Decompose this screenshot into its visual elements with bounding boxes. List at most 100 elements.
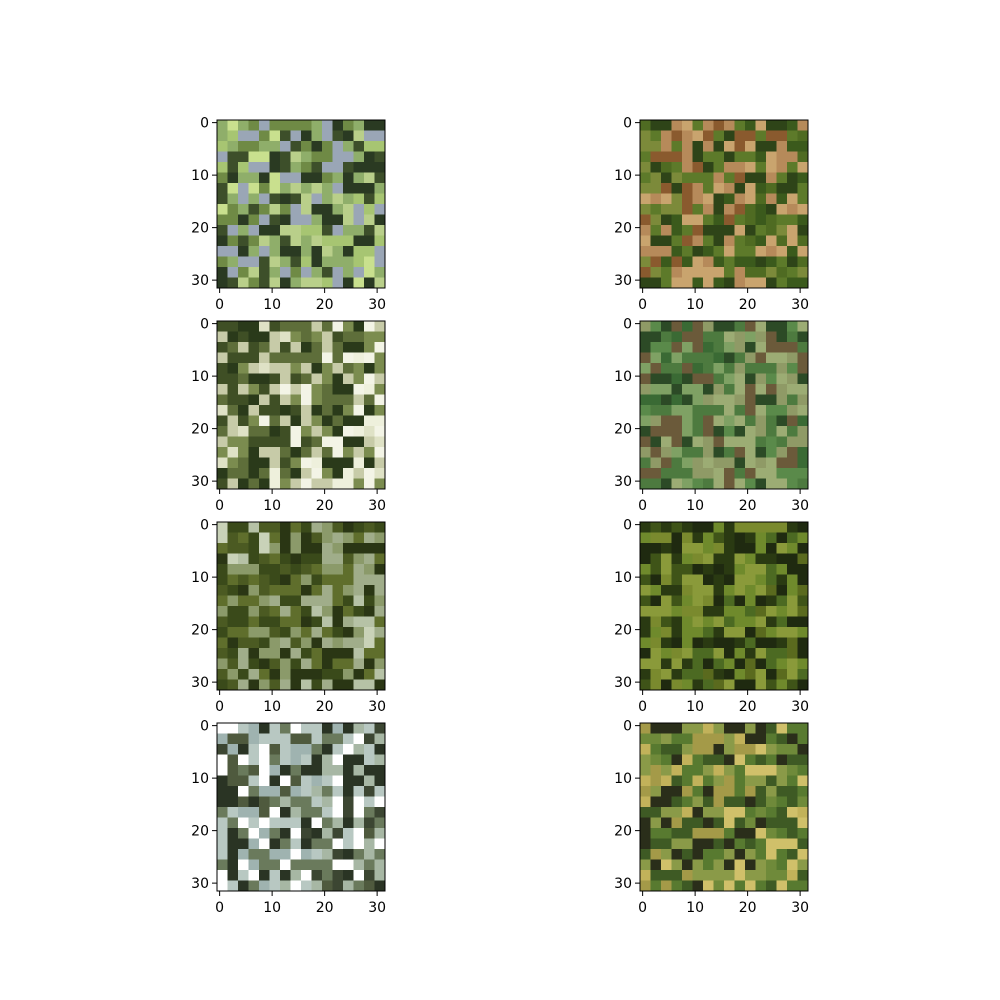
image-pixel-block — [280, 765, 291, 776]
image-pixel-block — [650, 373, 662, 385]
image-pixel-block — [703, 204, 714, 215]
image-pixel-block — [797, 172, 809, 184]
image-pixel-block — [650, 468, 662, 479]
image-pixel-block — [713, 373, 725, 385]
image-pixel-block — [217, 141, 228, 152]
image-pixel-block — [745, 658, 756, 670]
image-pixel-block — [280, 478, 291, 490]
image-pixel-block — [682, 225, 693, 236]
image-pixel-block — [766, 870, 777, 881]
image-pixel-block — [776, 363, 788, 374]
image-pixel-block — [682, 796, 693, 808]
image-pixel-block — [661, 183, 672, 194]
image-pixel-block — [692, 627, 704, 638]
image-pixel-block — [797, 321, 809, 332]
image-pixel-block — [692, 331, 704, 343]
image-pixel-block — [713, 256, 725, 268]
image-pixel-block — [311, 436, 323, 448]
image-pixel-block — [322, 141, 333, 152]
image-pixel-block — [703, 468, 714, 479]
image-pixel-block — [364, 669, 375, 680]
image-pixel-block — [787, 256, 798, 268]
x-tick-label: 10 — [686, 699, 704, 715]
image-pixel-block — [703, 627, 714, 638]
image-pixel-block — [280, 723, 291, 734]
image-pixel-block — [311, 606, 323, 617]
image-pixel-block — [703, 457, 714, 469]
image-pixel-block — [353, 415, 365, 427]
image-pixel-block — [353, 786, 365, 797]
image-pixel-block — [755, 193, 767, 205]
x-tick-label: 10 — [263, 699, 281, 715]
image-pixel-block — [734, 723, 746, 734]
image-pixel-block — [745, 468, 756, 479]
image-pixel-block — [703, 267, 714, 278]
image-pixel-block — [290, 468, 302, 479]
image-pixel-block — [682, 267, 693, 278]
image-pixel-block — [650, 870, 662, 881]
image-pixel-block — [353, 426, 365, 437]
image-pixel-block — [238, 765, 249, 776]
image-pixel-block — [682, 880, 693, 892]
image-pixel-block — [724, 669, 735, 680]
image-pixel-block — [364, 522, 375, 533]
image-pixel-block — [692, 468, 704, 479]
image-pixel-block — [724, 225, 735, 236]
image-pixel-block — [682, 733, 693, 745]
image-pixel-block — [217, 267, 228, 278]
image-pixel-block — [734, 193, 746, 205]
image-pixel-block — [353, 141, 365, 152]
y-tick-label: 10 — [191, 570, 209, 586]
image-pixel-block — [755, 553, 767, 565]
image-pixel-block — [227, 235, 239, 247]
image-pixel-block — [248, 342, 260, 353]
image-pixel-block — [755, 141, 767, 152]
image-pixel-block — [671, 394, 683, 406]
image-pixel-block — [787, 744, 798, 755]
image-pixel-block — [776, 796, 788, 808]
image-pixel-block — [374, 457, 386, 469]
image-pixel-block — [259, 679, 270, 691]
image-pixel-block — [322, 564, 333, 575]
image-pixel-block — [269, 744, 281, 755]
image-pixel-block — [332, 331, 344, 343]
image-pixel-block — [776, 553, 788, 565]
image-pixel-block — [332, 543, 344, 554]
image-pixel-block — [713, 162, 725, 173]
image-pixel-block — [640, 204, 651, 215]
image-pixel-block — [301, 141, 312, 152]
image-pixel-block — [755, 342, 767, 353]
image-pixel-block — [724, 765, 735, 776]
image-pixel-block — [343, 235, 354, 247]
image-pixel-block — [671, 405, 683, 416]
image-pixel-block — [280, 658, 291, 670]
image-pixel-block — [703, 564, 714, 575]
image-pixel-block — [682, 637, 693, 649]
image-pixel-block — [713, 522, 725, 533]
image-pixel-block — [311, 384, 323, 395]
image-pixel-block — [364, 405, 375, 416]
image-pixel-block — [301, 246, 312, 257]
image-pixel-block — [745, 754, 756, 766]
image-pixel-block — [280, 807, 291, 818]
image-pixel-block — [640, 352, 651, 364]
image-pixel-block — [311, 172, 323, 184]
image-pixel-block — [238, 870, 249, 881]
image-pixel-block — [217, 321, 228, 332]
image-pixel-block — [290, 321, 302, 332]
image-pixel-block — [322, 321, 333, 332]
image-pixel-block — [343, 436, 354, 448]
image-pixel-block — [650, 723, 662, 734]
image-pixel-block — [259, 754, 270, 766]
image-pixel-block — [227, 658, 239, 670]
image-pixel-block — [776, 468, 788, 479]
y-tick-label: 20 — [191, 221, 209, 237]
image-pixel-block — [797, 235, 809, 247]
image-pixel-block — [671, 436, 683, 448]
image-pixel-block — [745, 331, 756, 343]
image-pixel-block — [343, 267, 354, 278]
image-pixel-block — [734, 733, 746, 745]
image-pixel-block — [238, 363, 249, 374]
image-pixel-block — [332, 765, 344, 776]
